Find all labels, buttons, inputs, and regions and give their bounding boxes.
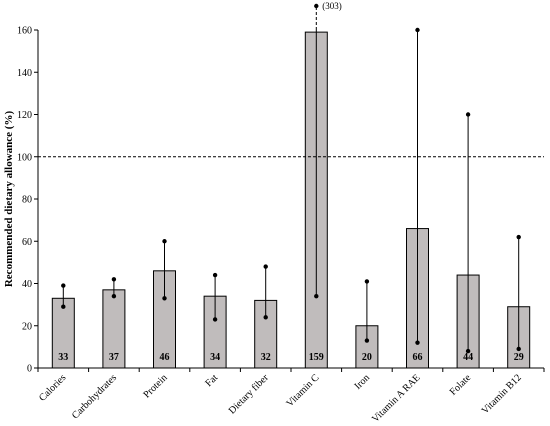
bar-value-label: 34 (210, 352, 220, 363)
category-label: Vitamin A RAE (370, 372, 423, 425)
category-label: Carbohydrates (70, 372, 119, 421)
range-high-dot (61, 283, 66, 288)
bar-value-label: 32 (261, 352, 271, 363)
bar-value-label: 29 (514, 352, 524, 363)
y-tick-label: 20 (22, 321, 32, 332)
range-low-dot (162, 296, 167, 301)
range-high-dot (212, 272, 218, 278)
range-low-dot (364, 338, 370, 343)
y-tick-label: 140 (17, 68, 32, 79)
range-low-dot (61, 304, 66, 309)
labels-layer: (303) 0 20 40 60 80 100 120 140 160 Calories 33Carb… (17, 1, 524, 425)
bars-layer (51, 31, 531, 369)
bar-value-label: 37 (109, 352, 119, 363)
y-tick-label: 40 (22, 279, 32, 290)
bar-value-label: 33 (58, 352, 68, 363)
axes-layer (34, 29, 545, 372)
y-axis-title: Recommended dietary allowance (%) (3, 111, 15, 288)
range-low-dot (465, 348, 471, 354)
range-high-dot (415, 27, 420, 33)
range-low-dot (314, 293, 319, 299)
category-label: Protein (141, 372, 169, 400)
range-low-dot (516, 346, 521, 352)
bar-value-label: 66 (413, 352, 423, 363)
category-label: Iron (352, 372, 372, 392)
y-tick-label: 80 (22, 195, 32, 206)
bar-value-label: 46 (160, 352, 170, 363)
category-label: Vitamin B12 (480, 372, 524, 416)
range-low-dot (415, 340, 420, 345)
range-whiskers-layer (61, 3, 521, 354)
range-low-dot (212, 317, 218, 322)
range-high-dot (516, 234, 521, 240)
y-tick-label: 160 (17, 26, 32, 37)
bar-value-label: 44 (463, 352, 473, 363)
offscale-annotation: (303) (322, 1, 342, 11)
y-tick-label: 120 (17, 110, 32, 121)
category-label: Dietary fiber (227, 372, 272, 417)
y-tick-label: 100 (17, 152, 32, 163)
category-label: Vitamin C (284, 372, 321, 409)
y-tick-label: 0 (27, 364, 32, 375)
range-low-dot (111, 293, 117, 299)
range-high-dot (364, 279, 370, 284)
range-high-dot (465, 112, 471, 117)
range-low-dot (263, 315, 268, 320)
range-high-dot (263, 264, 268, 269)
bar-value-label: 159 (309, 352, 324, 363)
category-label: Folate (448, 372, 474, 398)
category-label: Fat (203, 372, 220, 389)
range-high-dot (314, 3, 319, 9)
range-high-dot (162, 239, 167, 244)
range-high-dot (111, 277, 117, 282)
bar-value-label: 20 (362, 352, 372, 363)
category-label: Calories (37, 372, 68, 403)
y-tick-label: 60 (22, 237, 32, 248)
